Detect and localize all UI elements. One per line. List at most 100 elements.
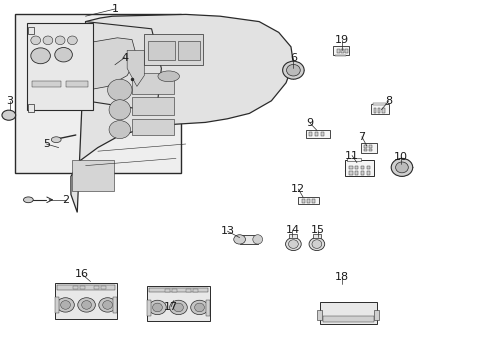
Bar — [101, 286, 106, 289]
Ellipse shape — [173, 303, 183, 312]
Text: 12: 12 — [291, 184, 305, 194]
Ellipse shape — [67, 36, 77, 45]
Ellipse shape — [99, 298, 116, 312]
Text: 7: 7 — [358, 132, 365, 142]
Bar — [177, 41, 199, 60]
Bar — [80, 286, 85, 289]
Bar — [335, 55, 346, 56]
Polygon shape — [81, 38, 137, 90]
Bar — [373, 310, 378, 320]
Bar — [193, 289, 198, 292]
Polygon shape — [85, 22, 161, 112]
Ellipse shape — [31, 36, 41, 45]
Bar — [337, 49, 339, 53]
Bar — [94, 286, 99, 289]
Ellipse shape — [390, 158, 412, 176]
Bar — [322, 316, 373, 322]
Bar — [320, 132, 324, 136]
Bar — [28, 27, 34, 34]
Ellipse shape — [288, 240, 298, 248]
Bar — [185, 289, 190, 292]
Text: 13: 13 — [220, 226, 234, 236]
Bar — [28, 104, 34, 112]
Bar — [147, 41, 174, 60]
Bar — [382, 108, 384, 113]
Polygon shape — [127, 50, 144, 86]
Bar — [363, 145, 366, 148]
Ellipse shape — [148, 300, 166, 315]
Bar — [239, 235, 258, 244]
Ellipse shape — [282, 61, 304, 79]
Bar — [148, 288, 208, 292]
Polygon shape — [71, 14, 293, 212]
Bar — [15, 14, 181, 173]
Bar — [132, 73, 173, 94]
Text: 6: 6 — [289, 53, 296, 63]
Ellipse shape — [81, 301, 91, 309]
Ellipse shape — [308, 238, 324, 251]
Ellipse shape — [190, 300, 208, 315]
Ellipse shape — [55, 36, 65, 45]
Bar — [312, 234, 320, 238]
Bar — [172, 289, 177, 292]
Ellipse shape — [23, 197, 33, 203]
Ellipse shape — [158, 71, 179, 82]
Bar — [372, 103, 386, 105]
Text: 8: 8 — [385, 96, 391, 106]
Bar — [316, 310, 321, 320]
Bar — [363, 149, 366, 151]
Bar — [146, 300, 150, 316]
Bar — [354, 166, 358, 169]
Bar — [373, 108, 375, 113]
Bar — [368, 149, 371, 151]
Text: 1: 1 — [111, 4, 118, 14]
Bar — [132, 119, 173, 135]
Bar — [57, 285, 115, 290]
Ellipse shape — [285, 238, 301, 251]
Bar — [305, 130, 329, 138]
Bar — [66, 81, 88, 87]
Bar — [165, 289, 170, 292]
Bar — [360, 143, 376, 153]
Bar — [348, 171, 352, 175]
Ellipse shape — [55, 48, 72, 62]
Bar — [311, 199, 314, 203]
Bar — [345, 160, 373, 176]
Bar — [314, 132, 318, 136]
Bar — [298, 197, 318, 204]
Text: 18: 18 — [335, 272, 348, 282]
Ellipse shape — [51, 137, 61, 143]
Text: 11: 11 — [345, 150, 358, 161]
Ellipse shape — [311, 240, 321, 248]
Ellipse shape — [252, 235, 262, 244]
Ellipse shape — [286, 64, 300, 76]
Bar — [366, 171, 369, 175]
Bar — [377, 108, 380, 113]
Ellipse shape — [395, 162, 407, 173]
Bar — [146, 286, 210, 321]
Ellipse shape — [169, 300, 187, 315]
Ellipse shape — [102, 301, 112, 309]
Ellipse shape — [194, 303, 204, 312]
Ellipse shape — [152, 303, 162, 312]
Text: 4: 4 — [121, 53, 128, 63]
Bar — [346, 158, 360, 161]
Text: 17: 17 — [164, 302, 178, 312]
Ellipse shape — [109, 121, 130, 139]
Bar — [341, 49, 343, 53]
Text: 2: 2 — [62, 195, 69, 205]
Ellipse shape — [61, 301, 70, 309]
Ellipse shape — [31, 48, 50, 64]
Bar — [370, 104, 388, 114]
Bar — [72, 160, 114, 191]
Bar — [113, 297, 117, 313]
Bar — [73, 286, 78, 289]
Text: 16: 16 — [75, 269, 89, 279]
Bar — [333, 46, 348, 55]
Bar — [320, 302, 376, 324]
Bar — [348, 166, 352, 169]
Text: 3: 3 — [6, 96, 13, 106]
Bar — [301, 199, 304, 203]
Text: 15: 15 — [310, 225, 324, 235]
Bar — [144, 34, 203, 65]
